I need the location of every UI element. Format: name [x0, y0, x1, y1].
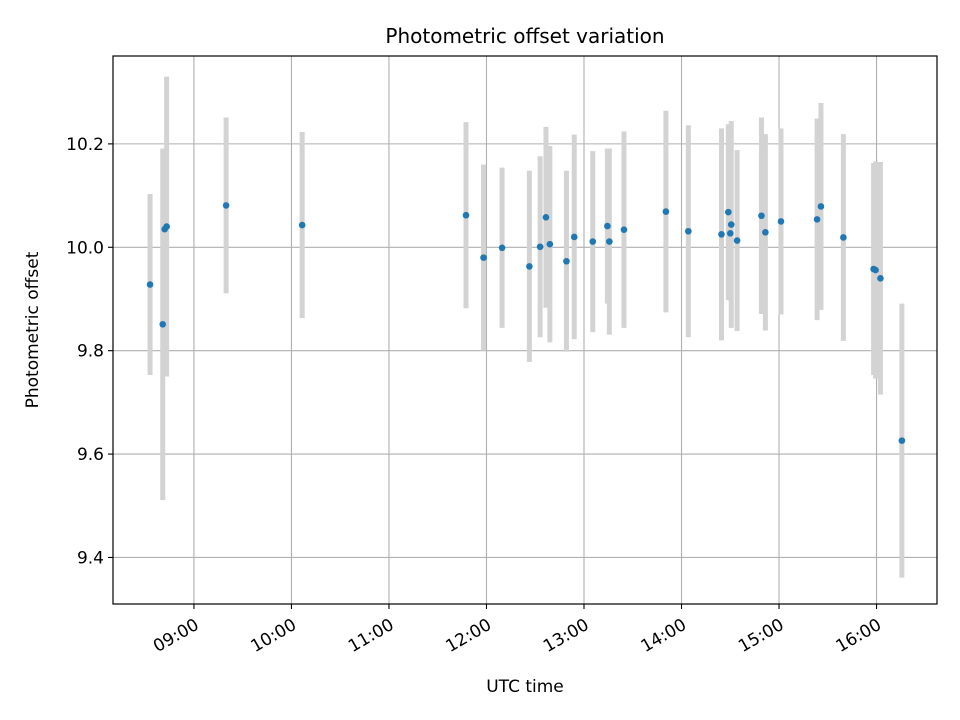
y-tick-label: 10.0 [66, 238, 104, 258]
data-point [498, 244, 506, 252]
data-point [563, 257, 570, 265]
data-point [727, 221, 735, 228]
data-point [813, 216, 821, 223]
data-point [570, 233, 578, 241]
data-point [589, 238, 597, 245]
data-point [872, 266, 879, 274]
data-point [685, 227, 692, 235]
chart-title: Photometric offset variation [385, 24, 664, 48]
data-point [546, 240, 554, 248]
data-point [620, 226, 628, 234]
data-point [662, 208, 670, 215]
data-point [758, 212, 765, 220]
data-point [480, 254, 487, 261]
data-points [146, 202, 906, 444]
data-point [159, 321, 167, 328]
data-point [146, 281, 154, 288]
data-point [777, 218, 785, 225]
x-axis-label: UTC time [486, 677, 564, 697]
data-point [877, 275, 884, 282]
data-point [840, 234, 847, 241]
data-point [542, 213, 550, 221]
data-point [898, 437, 906, 444]
y-tick-label: 9.4 [77, 548, 104, 568]
y-tick-label: 9.6 [77, 445, 104, 465]
data-point [725, 208, 732, 216]
data-point [762, 228, 769, 236]
data-point [163, 223, 170, 230]
data-point [536, 243, 544, 251]
grid [113, 56, 937, 604]
y-axis-label: Photometric offset [23, 251, 43, 408]
data-point [606, 238, 613, 245]
data-point [222, 202, 230, 209]
y-axis-ticks: 9.4 9.6 9.8 10.0 10.2 [66, 135, 113, 568]
y-tick-label: 9.8 [77, 342, 104, 362]
data-point [718, 231, 725, 238]
data-point [462, 211, 470, 219]
data-point [604, 222, 611, 230]
data-point [298, 221, 306, 229]
y-tick-label: 10.2 [66, 135, 104, 155]
data-point [733, 237, 741, 244]
data-point [526, 263, 533, 270]
plot-frame [112, 55, 938, 605]
data-point [726, 230, 734, 237]
data-point [817, 203, 825, 210]
